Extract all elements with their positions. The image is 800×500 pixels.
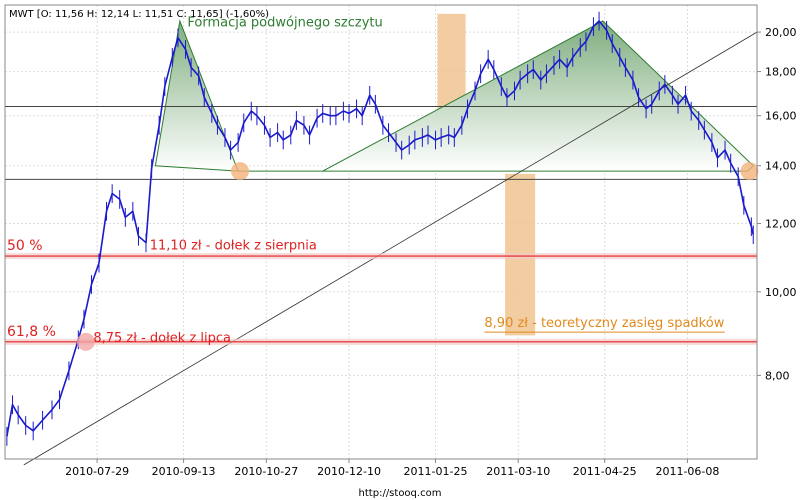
double-top-polygon	[154, 19, 754, 172]
annotation-text: 8,90 zł - teoretyczny zasięg spadków	[484, 316, 724, 331]
fibonacci-lines: 50 % 61,8 %	[5, 238, 757, 345]
x-tick-label: 2010-07-29	[65, 465, 129, 478]
marker-circle	[231, 162, 249, 181]
x-tick-label: 2010-12-10	[317, 465, 381, 478]
y-tick-label: 8,00	[765, 369, 790, 382]
marker-circle	[740, 162, 759, 181]
x-axis-ticks: 2010-07-29 2010-09-13 2010-10-27 2010-12-10…	[65, 459, 719, 478]
x-tick-label: 2010-10-27	[234, 465, 298, 478]
annotation-text: 11,10 zł - dołek z sierpnia	[150, 238, 317, 253]
plot-frame	[4, 4, 758, 460]
marker-circle	[76, 332, 95, 351]
y-tick-label: 18,00	[765, 66, 797, 79]
y-tick-label: 16,00	[765, 110, 797, 123]
double-top-pattern	[154, 19, 754, 172]
y-tick-label: 20,00	[765, 26, 797, 39]
y-tick-label: 12,00	[765, 217, 797, 230]
marker-circles	[76, 162, 759, 351]
price-series	[6, 11, 754, 446]
trend-line	[23, 31, 758, 466]
x-tick-label: 2011-04-25	[573, 465, 637, 478]
annotation-text: Formacja podwójnego szczytu	[187, 16, 382, 31]
x-tick-label: 2010-09-13	[152, 465, 216, 478]
source-link[interactable]: http://stooq.com	[359, 488, 442, 499]
y-axis-ticks: 8,00 10,00 12,00 14,00 16,00 18,00 20,00	[757, 26, 797, 382]
x-tick-label: 2011-01-25	[404, 465, 468, 478]
y-tick-label: 10,00	[765, 286, 797, 299]
ohlc-header: MWT [O: 11,56 H: 12,14 L: 11,51 C: 11,65…	[9, 9, 269, 20]
x-tick-label: 2011-06-08	[655, 465, 719, 478]
annotation-text: 8,75 zł - dołek z lipca	[93, 331, 231, 346]
fib-label: 61,8 %	[7, 324, 56, 340]
fib-label: 50 %	[7, 238, 43, 254]
diagonal-trend-line	[23, 31, 758, 466]
annotations: Formacja podwójnego szczytu 11,10 zł - do…	[93, 16, 725, 346]
y-tick-label: 14,00	[765, 160, 797, 173]
x-tick-label: 2011-03-10	[486, 465, 550, 478]
